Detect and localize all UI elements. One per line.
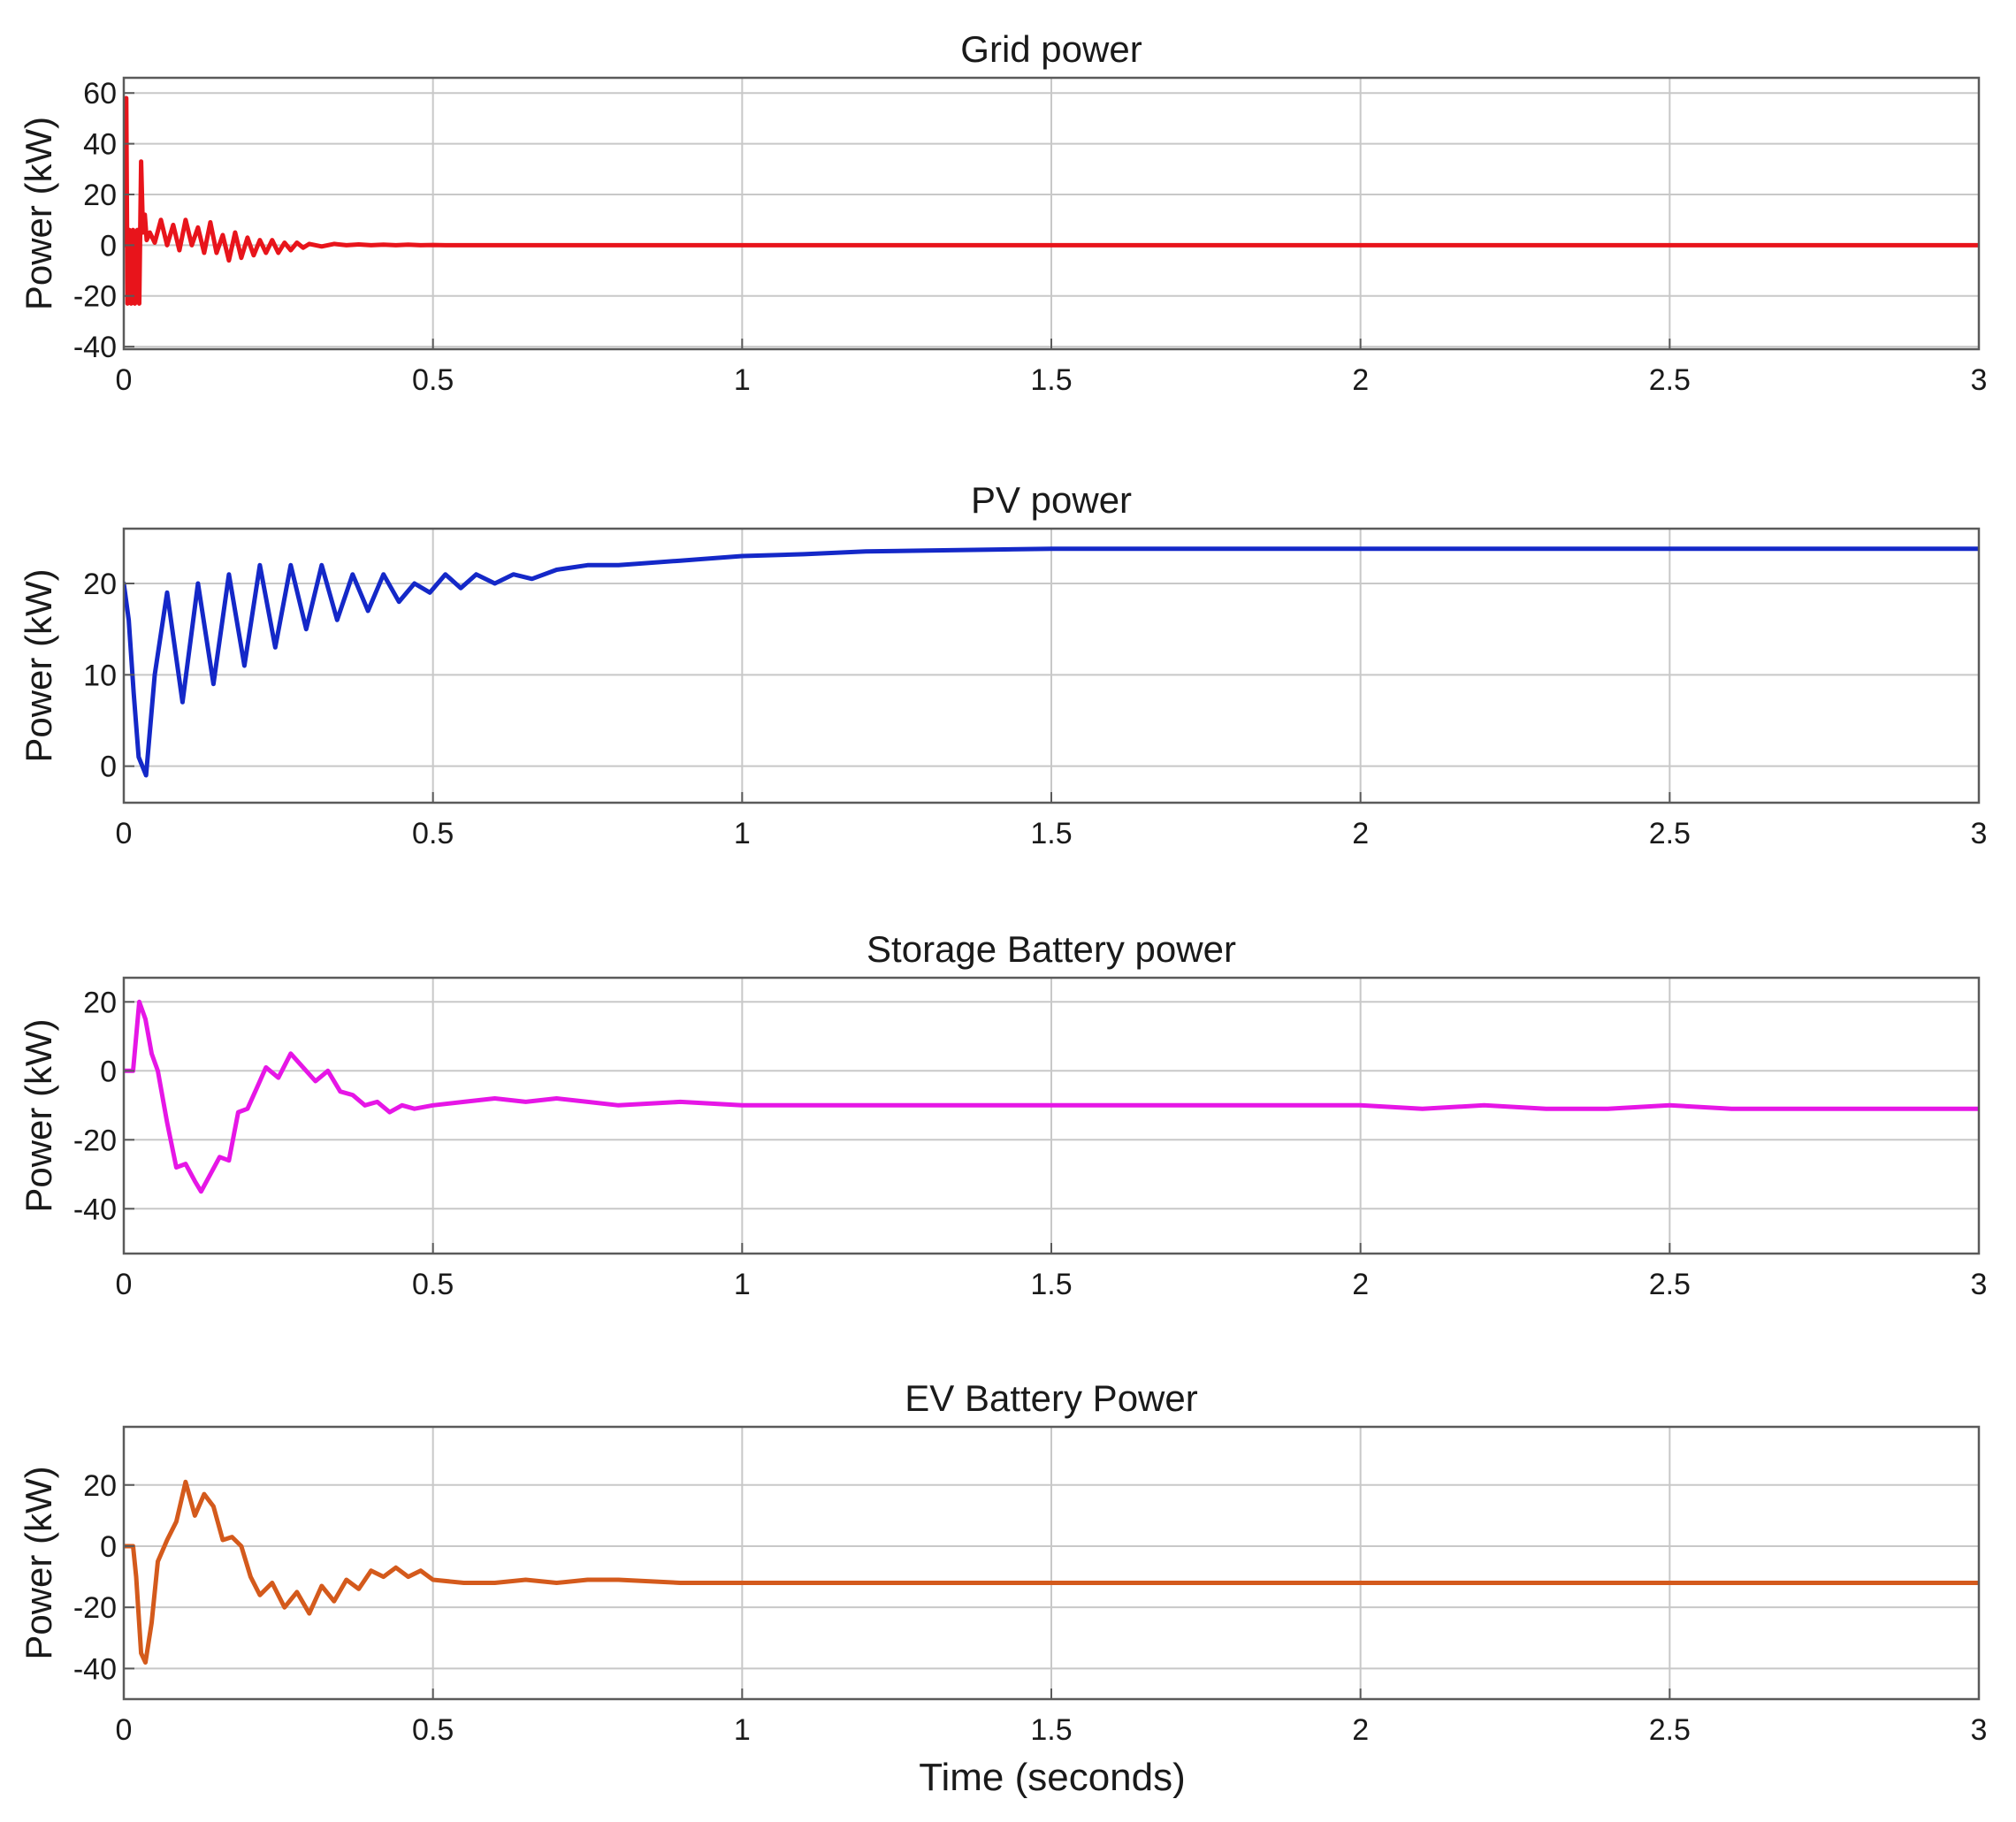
x-tick-label: 1.5 [1030, 817, 1072, 850]
y-tick-label: -20 [73, 1591, 117, 1625]
y-tick-label: 20 [83, 568, 117, 601]
y-tick-label: -40 [73, 1652, 117, 1686]
y-tick-label: 0 [100, 1055, 117, 1088]
y-tick-label: 40 [83, 128, 117, 162]
y-tick-label: 20 [83, 179, 117, 212]
y-axis-label: Power (kW) [18, 1018, 59, 1212]
x-tick-label: 1.5 [1030, 1268, 1072, 1301]
subplot-title: PV power [971, 479, 1132, 521]
y-tick-label: 60 [83, 77, 117, 111]
y-tick-label: -40 [73, 331, 117, 364]
series-line [124, 1479, 1979, 1665]
subplot-title: Grid power [960, 28, 1142, 70]
x-tick-label: 1 [734, 817, 751, 850]
x-tick-label: 0.5 [412, 363, 454, 397]
x-tick-label: 0 [116, 1713, 133, 1747]
subplot-ev-battery-power: 0 0.5 1 1.5 2 2.5 3 -40 -20 0 20 EV Battery Power Po… [18, 1377, 1987, 1747]
x-tick-label: 1.5 [1030, 363, 1072, 397]
x-tick-label: 3 [1971, 363, 1988, 397]
x-tick-label: 3 [1971, 1268, 1988, 1301]
y-tick-label: 20 [83, 986, 117, 1019]
series-line [124, 999, 1979, 1194]
x-tick-label: 0.5 [412, 1268, 454, 1301]
x-tick-label: 2.5 [1649, 1713, 1691, 1747]
x-tick-label: 1 [734, 363, 751, 397]
x-tick-label: 2 [1352, 1268, 1369, 1301]
x-tick-label: 2 [1352, 1713, 1369, 1747]
y-tick-label: 0 [100, 229, 117, 263]
x-tick-label: 0 [116, 363, 133, 397]
x-tick-label: 1 [734, 1268, 751, 1301]
subplot-pv-power: 0 0.5 1 1.5 2 2.5 3 0 10 20 PV power Power (kW) [18, 479, 1987, 850]
y-axis-label: Power (kW) [18, 117, 59, 310]
x-tick-label: 2.5 [1649, 1268, 1691, 1301]
y-tick-label: 20 [83, 1469, 117, 1503]
x-tick-label: 1 [734, 1713, 751, 1747]
subplot-grid-power: 0 0.5 1 1.5 2 2.5 3 -40 -20 0 20 40 60 Grid power Powe… [18, 28, 1987, 397]
x-tick-label: 0.5 [412, 817, 454, 850]
x-tick-label: 0.5 [412, 1713, 454, 1747]
y-tick-label: -40 [73, 1193, 117, 1226]
x-tick-label: 2.5 [1649, 817, 1691, 850]
x-tick-label: 1.5 [1030, 1713, 1072, 1747]
x-tick-label: 2 [1352, 817, 1369, 850]
y-tick-label: 0 [100, 1530, 117, 1564]
y-tick-label: 0 [100, 751, 117, 784]
x-tick-label: 0 [116, 1268, 133, 1301]
y-axis-label: Power (kW) [18, 1466, 59, 1659]
x-tick-label: 3 [1971, 817, 1988, 850]
x-tick-label: 2.5 [1649, 363, 1691, 397]
y-tick-label: -20 [73, 280, 117, 314]
figure-x-axis-label: Time (seconds) [919, 1756, 1186, 1799]
x-tick-label: 2 [1352, 363, 1369, 397]
y-axis-label: Power (kW) [18, 568, 59, 762]
subplot-storage-battery-power: 0 0.5 1 1.5 2 2.5 3 -40 -20 0 20 Storage Battery po… [18, 928, 1987, 1301]
subplot-title: EV Battery Power [905, 1377, 1197, 1419]
series-line [124, 546, 1979, 778]
y-tick-label: -20 [73, 1124, 117, 1157]
x-tick-label: 3 [1971, 1713, 1988, 1747]
series-line [124, 95, 1979, 306]
subplot-title: Storage Battery power [867, 928, 1236, 970]
x-tick-label: 0 [116, 817, 133, 850]
y-tick-label: 10 [83, 659, 117, 692]
